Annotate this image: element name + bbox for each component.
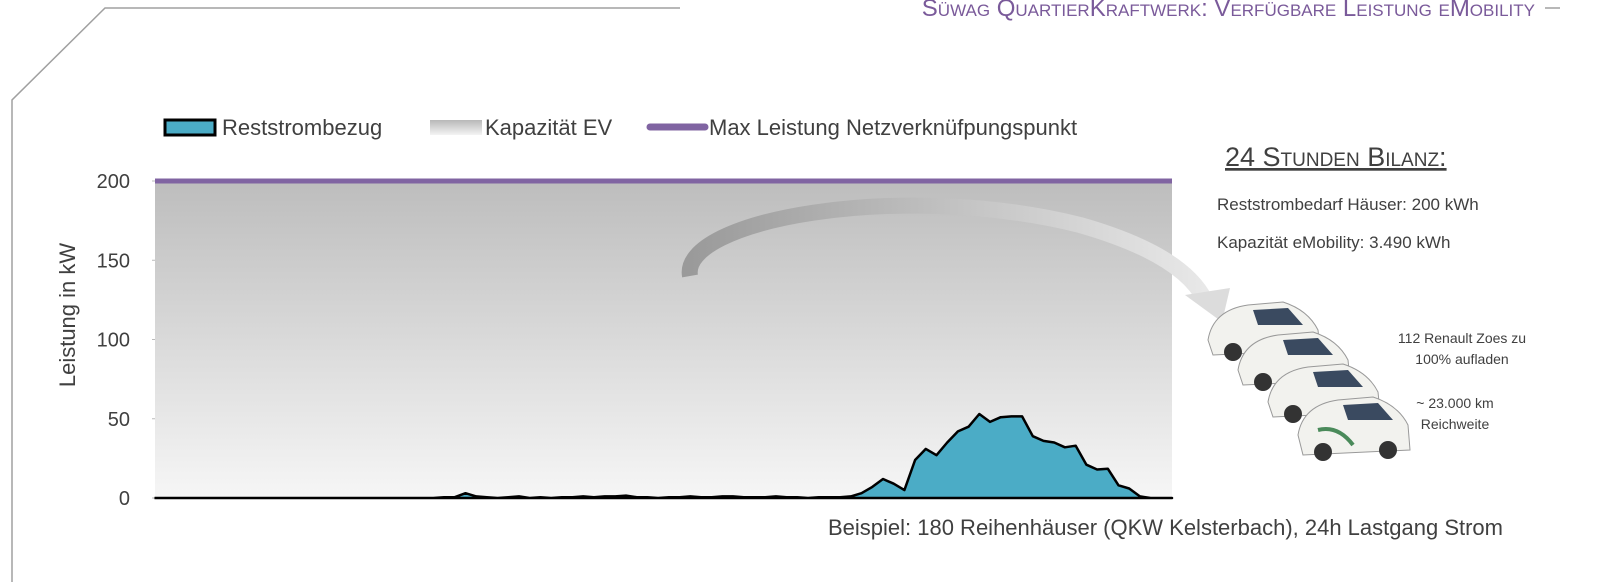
y-axis-title: Leistung in kW — [55, 243, 80, 388]
sidebar-heading: 24 Stunden Bilanz: — [1225, 142, 1447, 172]
y-tick-label: 50 — [108, 409, 130, 431]
legend-label: Max Leistung Netzverknüfpungspunkt — [709, 115, 1077, 140]
y-tick-label: 0 — [119, 488, 130, 510]
range-note: ~ 23.000 km — [1416, 395, 1493, 411]
y-tick-label: 100 — [97, 330, 130, 352]
sidebar-line: Kapazität eMobility: 3.490 kWh — [1217, 233, 1450, 252]
caption: Beispiel: 180 Reihenhäuser (QKW Kelsterb… — [828, 515, 1503, 540]
legend-label: Kapazität EV — [485, 115, 613, 140]
slide-title: Süwag QuartierKraftwerk: Verfügbare Leis… — [922, 0, 1535, 22]
legend-label: Reststrombezug — [222, 115, 382, 140]
chart: 0 50 100 150 200 Reststrombezug Kapazität EV Ma… — [97, 115, 1172, 510]
y-tick-label: 200 — [97, 171, 130, 193]
y-tick-label: 150 — [97, 250, 130, 272]
car-note: 112 Renault Zoes zu — [1398, 330, 1526, 346]
slide: Süwag QuartierKraftwerk: Verfügbare Leis… — [0, 0, 1619, 582]
range-note: Reichweite — [1421, 416, 1490, 432]
cars — [1208, 302, 1410, 461]
car-note: 100% aufladen — [1415, 351, 1508, 367]
legend-swatch — [165, 120, 215, 135]
sidebar-line: Reststrombedarf Häuser: 200 kWh — [1217, 195, 1479, 214]
legend-swatch — [430, 120, 482, 135]
